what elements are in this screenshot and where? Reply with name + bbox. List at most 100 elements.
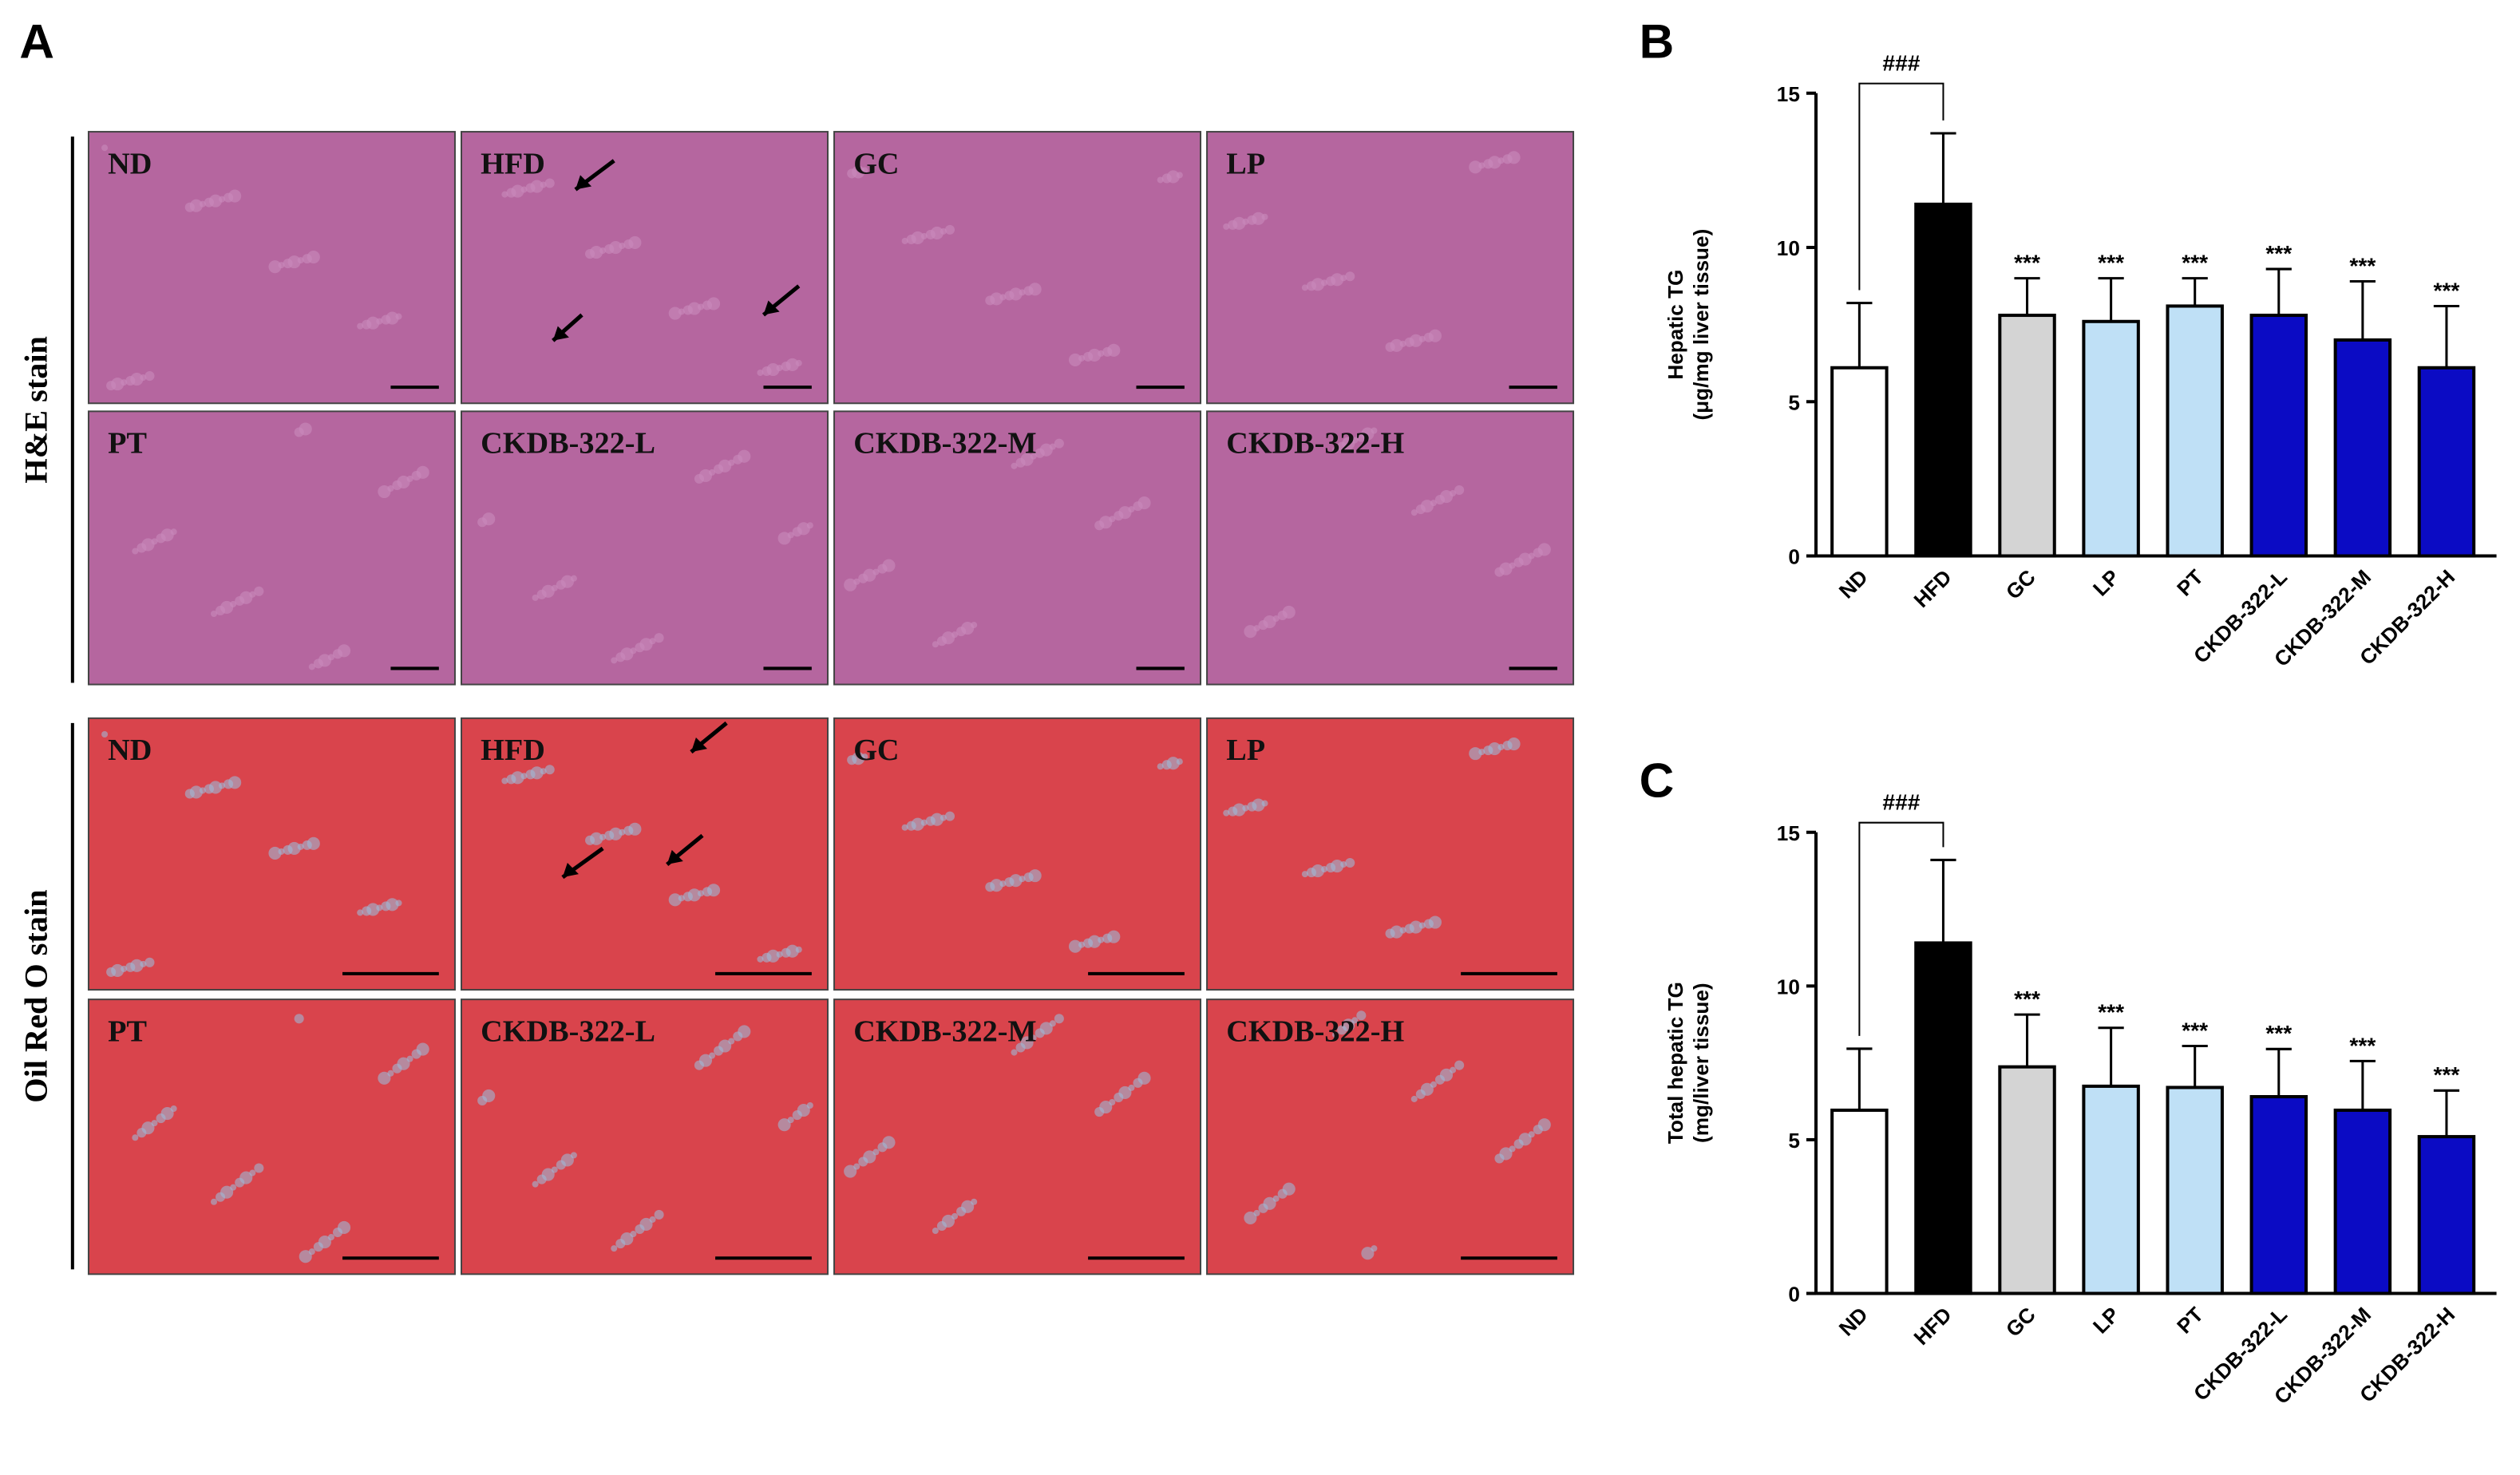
texture-spot [1263,1196,1276,1210]
bar [2082,1084,2140,1295]
texture-spot [1430,1081,1437,1088]
significance-label: *** [2349,252,2376,278]
texture-spot [1499,1147,1513,1161]
texture-spot [1507,151,1521,164]
texture-spot [1128,1084,1135,1091]
texture-spot [707,297,721,310]
texture-spot [1311,278,1325,291]
texture-spot [208,194,223,208]
texture-spot [268,846,282,860]
texture-spot [1509,1145,1516,1153]
texture-spot [230,600,237,607]
texture-spot [1332,446,1339,453]
texture-spot [1345,857,1355,868]
tile-label: ND [108,734,152,767]
y-axis-label: (μg/mg liver tissue) [1689,229,1713,421]
texture-spot [511,771,524,785]
arrow-head [575,175,592,190]
texture-spot [1272,615,1280,623]
texture-spot [649,1216,656,1223]
bar [1998,1065,2056,1295]
texture-spot [482,512,496,526]
texture-spot [1030,1034,1037,1042]
texture-spot [1331,859,1344,873]
texture-spot [1232,216,1246,230]
texture-spot [406,475,413,482]
texture-spot [944,224,955,235]
texture-spot [628,822,642,836]
texture-spot [228,189,242,203]
bar [1830,1108,1889,1295]
texture-spot [1488,742,1501,756]
tile-label: PT [108,427,147,461]
significance-label: *** [2265,240,2292,266]
texture-spot [1454,1060,1465,1070]
texture-spot [1049,1020,1056,1027]
texture-spot [511,184,524,198]
bar [2417,366,2476,558]
texture-spot [1410,509,1418,516]
texture-spot [387,484,394,492]
texture-spot [1410,1095,1418,1102]
panel-label: B [1640,14,1675,68]
tile-label: LP [1226,734,1265,767]
texture-spot [560,1153,574,1167]
bar [2417,1135,2476,1295]
texture-spot [944,811,955,821]
texture-spot [1272,1195,1280,1202]
texture-spot [728,1038,735,1045]
texture-spot [1488,156,1501,169]
texture-spot [971,1198,978,1205]
texture-spot [911,817,924,831]
texture-spot [738,1025,751,1038]
panel-label: C [1640,753,1675,807]
texture-spot [609,827,623,840]
texture-spot [1009,287,1023,301]
bar [1830,366,1889,558]
texture-spot [1252,212,1265,225]
texture-spot [144,957,155,967]
bracket-label: ### [1882,789,1920,815]
texture-spot [852,165,865,179]
texture-spot [611,657,618,664]
texture-spot [299,422,312,436]
tile-label: CKDB-322-M [853,427,1036,461]
tile-label: CKDB-322-H [1226,427,1404,461]
texture-spot [649,638,656,645]
texture-spot [932,1227,939,1235]
texture-spot [1469,747,1482,761]
texture-spot [1507,738,1521,751]
micrograph [1206,131,1575,405]
texture-spot [787,532,794,539]
x-tick-label: HFD [1909,565,1956,612]
texture-spot [654,633,664,643]
texture-spot [806,522,813,529]
texture-spot [1428,329,1442,342]
texture-spot [406,1055,413,1062]
texture-spot [532,1180,539,1188]
bar [2166,1085,2224,1295]
texture-spot [308,1248,315,1256]
bar [2082,319,2140,558]
texture-spot [863,1150,876,1164]
significance-label: *** [2182,250,2208,275]
texture-spot [971,622,978,629]
texture-spot [1049,443,1056,450]
texture-spot [327,1234,334,1241]
tile-label: CKDB-322-M [853,1014,1036,1048]
arrow-head [690,738,708,753]
panel-label: A [19,14,54,68]
texture-spot [1011,462,1018,469]
texture-spot [620,1232,634,1246]
tile-label: ND [108,147,152,180]
texture-spot [951,1212,959,1220]
texture-spot [189,199,203,212]
texture-spot [544,765,555,775]
texture-spot [590,246,603,259]
texture-spot [1253,625,1260,632]
tile-label: GC [853,147,899,180]
y-tick-label: 10 [1777,236,1800,260]
texture-spot [654,1209,664,1220]
texture-spot [287,841,301,855]
